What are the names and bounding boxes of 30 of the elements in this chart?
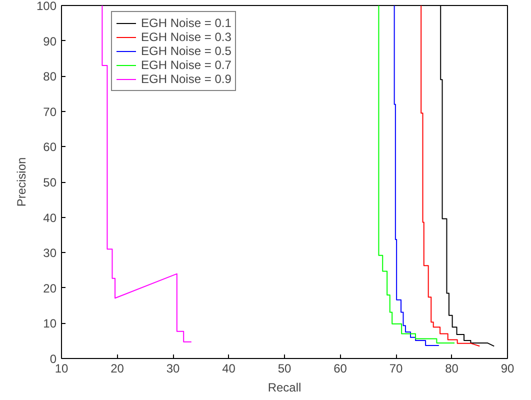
line-series — [394, 6, 440, 346]
legend-label: EGH Noise = 0.1 — [141, 16, 232, 30]
y-tick-label: 10 — [43, 316, 57, 331]
y-tick-label: 0 — [50, 352, 57, 366]
x-tick-label: 10 — [54, 362, 68, 376]
y-tick-label: 60 — [43, 140, 57, 154]
x-tick-label: 50 — [278, 362, 292, 376]
x-tick-label: 70 — [389, 362, 403, 376]
legend-label: EGH Noise = 0.3 — [141, 30, 232, 44]
x-tick-label: 30 — [166, 362, 180, 376]
y-tick-label: 40 — [43, 210, 57, 225]
x-tick-label: 20 — [110, 362, 124, 376]
y-tick-label: 70 — [43, 104, 57, 119]
legend-label: EGH Noise = 0.9 — [141, 72, 232, 86]
x-tick-label: 80 — [445, 362, 459, 376]
y-tick-label: 30 — [43, 246, 57, 260]
y-tick-label: 90 — [43, 34, 57, 48]
y-axis-title: Precision — [14, 157, 28, 207]
line-series — [420, 6, 480, 347]
legend-label: EGH Noise = 0.5 — [141, 44, 232, 58]
x-tick-label: 40 — [222, 362, 236, 376]
x-tick-label: 90 — [500, 362, 514, 376]
line-series — [378, 6, 456, 344]
y-tick-label: 80 — [43, 70, 57, 84]
y-tick-label: 100 — [36, 0, 57, 13]
x-axis-title: Recall — [268, 380, 302, 394]
legend-label: EGH Noise = 0.7 — [141, 58, 232, 72]
y-tick-label: 50 — [43, 176, 57, 190]
y-tick-label: 20 — [43, 281, 57, 296]
x-tick-label: 60 — [334, 362, 348, 376]
